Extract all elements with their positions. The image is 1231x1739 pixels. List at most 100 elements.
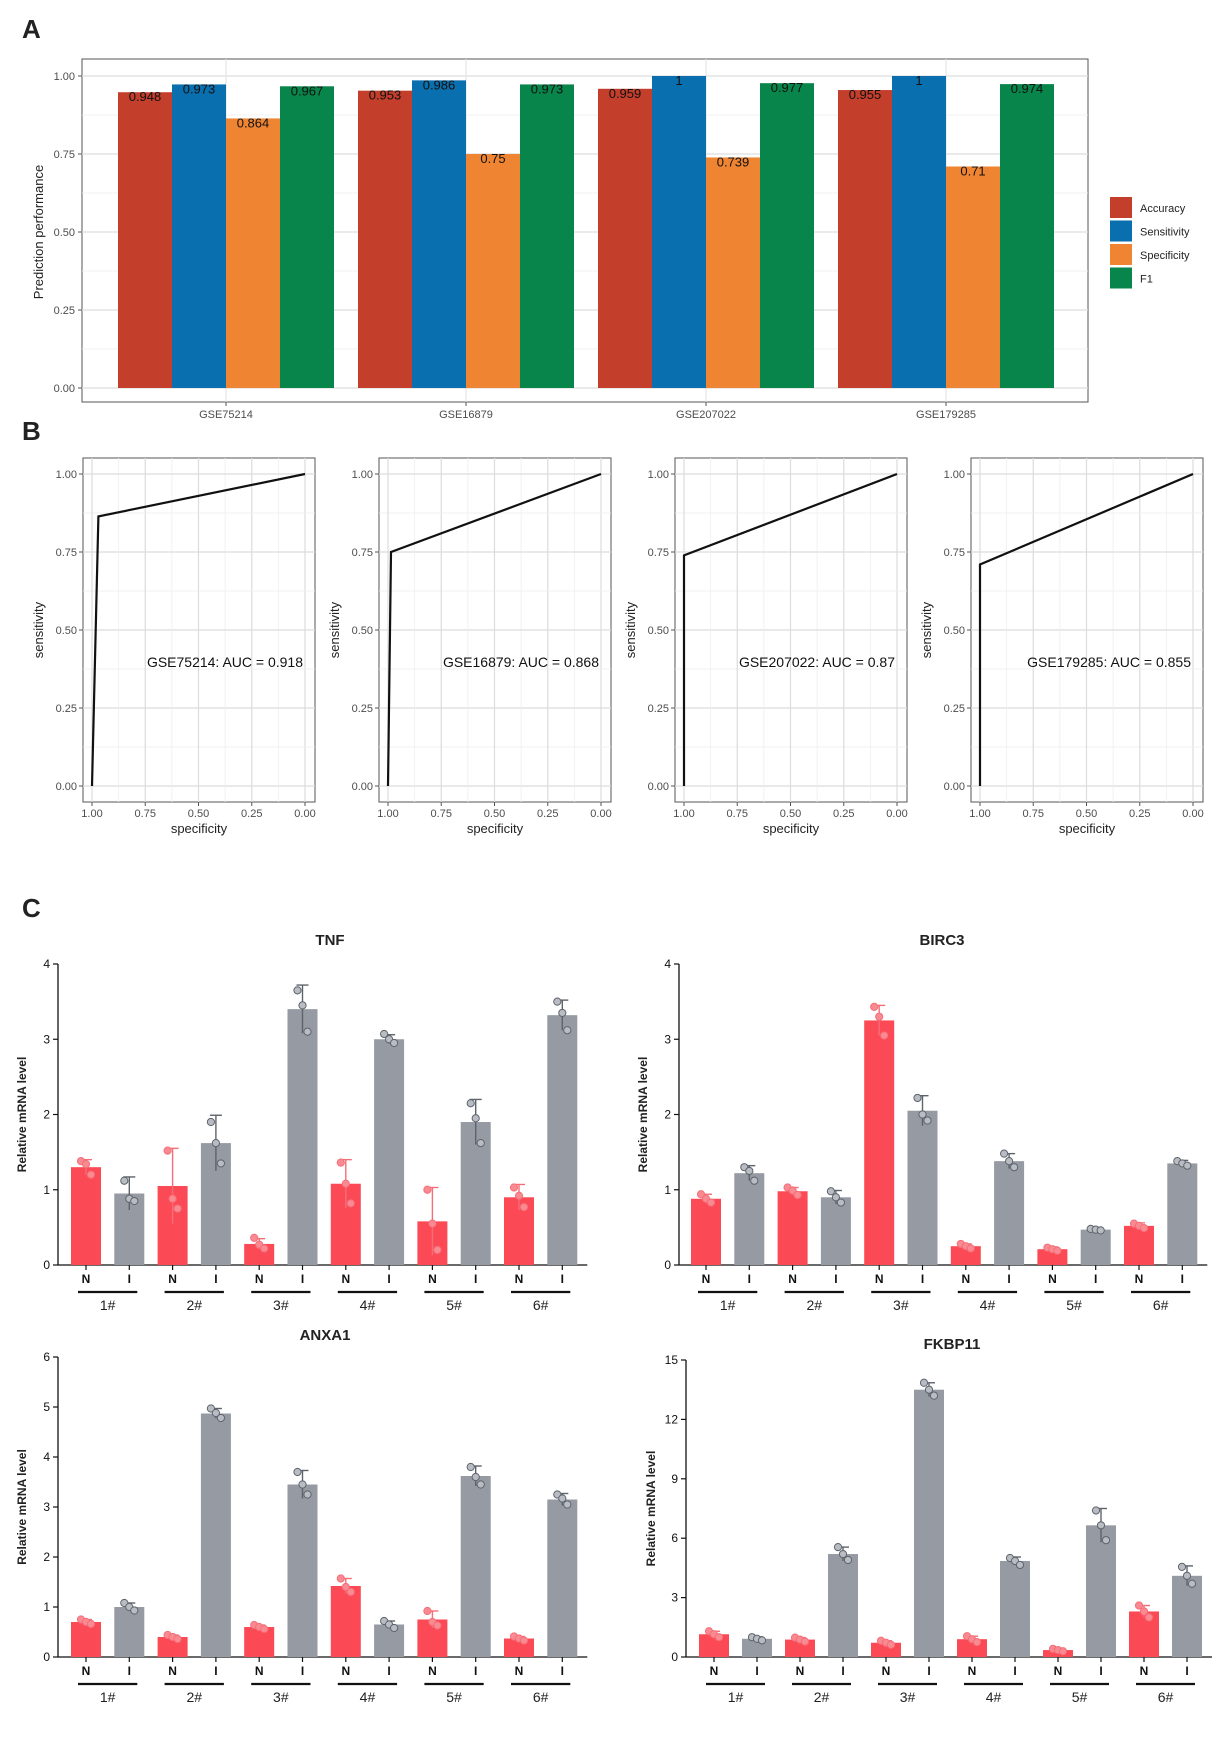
bar-accuracy [598,88,652,389]
y-tick-label: 0 [43,1650,50,1664]
label-n: N [515,1664,524,1678]
replicate-point [341,1582,350,1592]
replicate-point [476,1138,485,1148]
x-tick-label: 0.00 [294,808,315,820]
replicate-point [919,1378,929,1387]
label-i: I [748,1272,751,1286]
x-tick-label: 0.75 [135,808,156,820]
label-n: N [702,1272,711,1286]
x-tick-label: 0.00 [590,808,611,820]
replicate-point [336,1158,345,1167]
subplot-title: FKBP11 [924,1336,981,1353]
bar-normal [244,1627,275,1657]
group-label: 6# [1153,1297,1169,1313]
y-tick-label: 0 [43,1258,50,1272]
bar-normal [864,1020,895,1265]
group-label: 3# [900,1689,916,1705]
bar-inflamed [1167,1163,1198,1265]
bar-inflamed [287,1484,318,1657]
replicate-point [260,1244,269,1253]
replicate-point [886,1640,896,1649]
replicate-point [553,997,562,1006]
x-tick-label: GSE207022 [676,409,736,421]
bar-inflamed [1086,1525,1116,1657]
bar-inflamed [460,1122,491,1265]
bar-data-label: 0.953 [369,88,402,103]
bar-data-label: 0.986 [423,77,456,92]
label-n: N [968,1664,977,1678]
auc-annotation: GSE207022: AUC = 0.87 [739,654,895,670]
label-n: N [255,1664,264,1678]
bar-inflamed [114,1607,145,1657]
group-label: 1# [728,1689,744,1705]
y-tick-label: 3 [43,1500,50,1514]
bar-inflamed [907,1110,938,1265]
replicate-point [1010,1163,1019,1172]
bar-data-label: 0.955 [849,87,882,102]
replicate-point [433,1621,442,1630]
auc-annotation: GSE179285: AUC = 0.855 [1027,654,1191,670]
bar-inflamed [994,1161,1025,1265]
group-label: 6# [1158,1689,1174,1705]
replicate-point [836,1198,846,1207]
replicate-point [130,1606,139,1615]
replicate-point [423,1185,432,1194]
bar-inflamed [820,1197,851,1265]
replicate-point [966,1244,975,1253]
group-label: 2# [806,1297,822,1313]
replicate-point [714,1633,724,1642]
group-label: 1# [100,1297,116,1313]
replicate-point [929,1391,939,1400]
replicate-point [86,1170,96,1179]
label-i: I [1181,1272,1184,1286]
label-n: N [428,1272,437,1286]
label-i: I [1007,1272,1010,1286]
x-tick-label: 0.25 [1129,808,1150,820]
y-tick-label: 0.75 [352,547,373,559]
replicate-point [216,1159,225,1168]
replicate-point [390,1623,399,1633]
legend-label: F1 [1140,274,1153,286]
replicate-point [336,1574,345,1583]
label-i: I [128,1664,131,1678]
y-tick-label: 1.00 [352,469,373,481]
y-tick-label: 1.00 [54,71,75,83]
y-tick-label: 0.25 [944,703,965,715]
replicate-point [838,1549,848,1559]
replicate-point [390,1038,399,1048]
bar-accuracy [358,90,412,388]
bar-inflamed [828,1554,858,1657]
replicate-point [341,1179,350,1188]
label-i: I [214,1272,217,1286]
label-i: I [1013,1664,1016,1678]
label-n: N [875,1272,884,1286]
replicate-point [216,1413,225,1423]
y-tick-label: 4 [664,957,671,971]
y-tick-label: 0.00 [56,781,77,793]
label-n: N [710,1664,719,1678]
replicate-point [173,1204,182,1213]
replicate-point [380,1029,389,1039]
bar-data-label: 0.739 [717,154,750,169]
replicate-point [1187,1579,1197,1588]
bar-normal [1124,1225,1154,1265]
y-tick-label: 0.50 [352,625,373,637]
y-axis-title: sensitivity [919,601,934,658]
label-i: I [214,1664,217,1678]
replicate-point [923,1116,932,1125]
label-i: I [561,1664,564,1678]
replicate-point [433,1245,442,1255]
replicate-point [293,986,302,995]
replicate-point [1139,1607,1149,1616]
y-tick-label: 6 [671,1531,678,1545]
x-tick-label: 0.75 [431,808,452,820]
bar-data-label: 0.974 [1011,81,1044,96]
replicate-point [293,1467,302,1477]
bar-inflamed [1000,1560,1030,1657]
replicate-point [206,1404,215,1413]
bar-specificity [946,166,1000,388]
replicate-point [509,1183,519,1192]
group-label: 2# [186,1297,202,1313]
y-tick-label: 0.75 [56,547,77,559]
